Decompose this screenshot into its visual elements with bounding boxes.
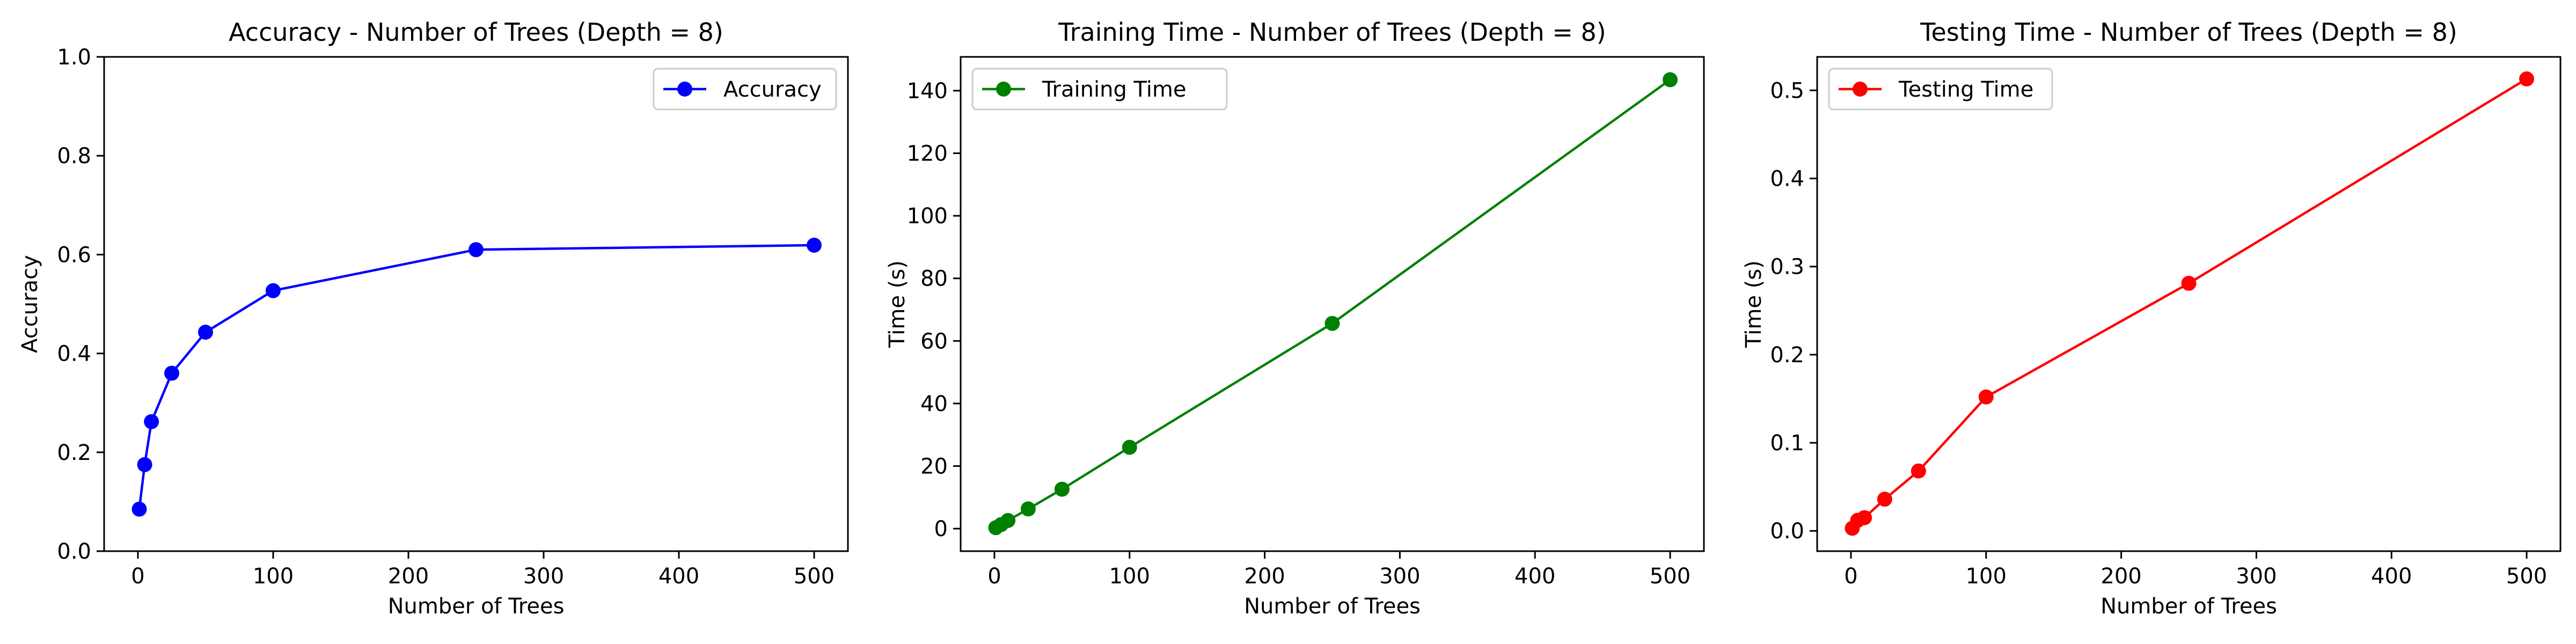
legend-label: Accuracy [723, 77, 822, 102]
legend: Testing Time [1828, 68, 2053, 111]
x-tick-label: 200 [2101, 564, 2141, 589]
data-point [2181, 275, 2197, 291]
legend-label: Testing Time [1898, 77, 2033, 102]
y-tick-label: 0.1 [1770, 431, 1804, 456]
legend-marker [996, 82, 1011, 97]
data-point [266, 283, 281, 298]
y-tick-label: 0.2 [1770, 343, 1804, 368]
x-tick-label: 100 [1966, 564, 2007, 589]
x-tick-label: 0 [131, 564, 144, 589]
y-tick-label: 120 [907, 142, 948, 166]
x-tick-label: 500 [794, 564, 835, 589]
x-tick-label: 100 [1109, 564, 1150, 589]
x-tick-label: 0 [987, 564, 1001, 589]
data-point [2519, 71, 2535, 87]
y-tick-label: 100 [907, 204, 948, 229]
data-point [1122, 440, 1137, 455]
legend-box [971, 68, 1228, 111]
data-point [131, 501, 147, 517]
series-line [1851, 78, 2528, 529]
x-tick-label: 400 [658, 564, 699, 589]
legend: Accuracy [653, 68, 837, 111]
x-tick-label: 300 [2236, 564, 2277, 589]
data-point [1020, 501, 1036, 517]
y-tick-label: 60 [920, 329, 948, 354]
legend-marker [677, 82, 692, 97]
data-point [1978, 389, 1994, 405]
x-tick-label: 500 [2506, 564, 2547, 589]
y-tick-label: 20 [920, 454, 948, 479]
data-point [198, 324, 213, 340]
y-tick-label: 0 [934, 517, 948, 541]
legend-box [1828, 68, 2053, 111]
y-tick-label: 0.0 [1770, 519, 1804, 544]
data-point [137, 457, 152, 472]
x-tick-label: 500 [1650, 564, 1690, 589]
data-point [1000, 513, 1016, 528]
x-tick-label: 300 [1379, 564, 1420, 589]
x-tick-label: 100 [253, 564, 294, 589]
chart-title: Testing Time - Number of Trees (Depth = … [1920, 18, 2457, 47]
y-tick-label: 0.0 [57, 539, 91, 564]
y-tick-label: 0.6 [57, 243, 91, 267]
plot-frame [960, 56, 1705, 552]
x-axis-label: Number of Trees [1244, 594, 1421, 619]
x-tick-label: 200 [1244, 564, 1285, 589]
x-axis-label: Number of Trees [2101, 594, 2277, 619]
chart-title: Training Time - Number of Trees (Depth =… [1058, 18, 1606, 47]
data-point [1911, 463, 1926, 479]
y-tick-label: 0.8 [57, 144, 91, 169]
series-line [995, 78, 1671, 529]
y-axis-label: Time (s) [885, 260, 910, 348]
data-point [807, 237, 822, 253]
chart-panel-3: Testing Time - Number of Trees (Depth = … [1741, 18, 2562, 619]
chart-title: Accuracy - Number of Trees (Depth = 8) [229, 18, 723, 47]
y-tick-label: 0.4 [57, 342, 91, 367]
x-tick-label: 200 [388, 564, 429, 589]
y-tick-label: 0.5 [1770, 78, 1804, 103]
y-tick-label: 0.2 [57, 441, 91, 465]
data-point [469, 242, 484, 258]
x-tick-label: 0 [1844, 564, 1857, 589]
x-tick-label: 400 [2371, 564, 2412, 589]
y-tick-label: 140 [907, 79, 948, 104]
y-tick-label: 0.3 [1770, 255, 1804, 280]
plot-frame [1816, 56, 2562, 552]
legend-label: Training Time [1042, 77, 1186, 102]
y-axis-label: Accuracy [18, 255, 42, 353]
chart-panel-2: Training Time - Number of Trees (Depth =… [885, 18, 1705, 619]
data-point [1857, 510, 1872, 525]
x-tick-label: 400 [1514, 564, 1555, 589]
data-point [1054, 481, 1070, 497]
data-point [164, 365, 179, 381]
x-tick-label: 300 [523, 564, 564, 589]
plot-frame [103, 56, 849, 552]
x-axis-label: Number of Trees [388, 594, 565, 619]
data-point [1324, 316, 1340, 331]
data-point [144, 414, 159, 429]
y-tick-label: 0.4 [1770, 167, 1804, 192]
y-tick-label: 80 [920, 267, 948, 291]
y-tick-label: 40 [920, 392, 948, 416]
legend: Training Time [971, 68, 1228, 111]
data-point [1877, 492, 1892, 507]
y-tick-label: 1.0 [57, 45, 91, 70]
legend-marker [1853, 82, 1868, 97]
data-point [1663, 72, 1678, 87]
series-line [138, 244, 815, 509]
chart-panel-1: Accuracy - Number of Trees (Depth = 8) 0 1… [18, 18, 849, 619]
legend-box [653, 68, 837, 111]
y-axis-label: Time (s) [1741, 260, 1766, 348]
